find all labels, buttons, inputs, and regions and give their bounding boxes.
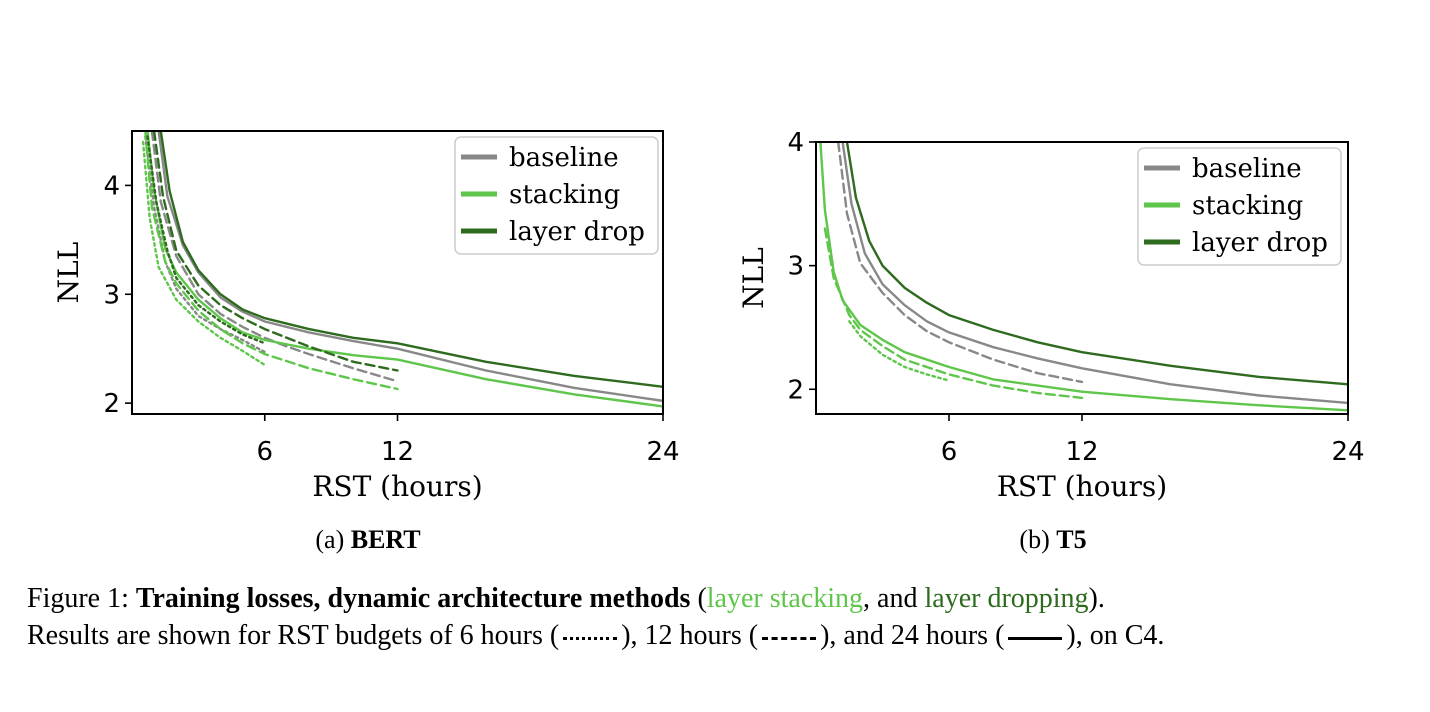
y-axis-label: NLL — [52, 242, 85, 304]
y-tick-label: 4 — [787, 128, 804, 158]
legend-label-layer-drop: layer drop — [509, 217, 645, 247]
series-line-baseline-24h — [157, 131, 663, 403]
caption-layer-stacking: layer stacking — [706, 583, 864, 614]
subcaption: (a) BERT — [315, 525, 420, 554]
x-tick-label: 6 — [941, 437, 958, 467]
x-axis-label: RST (hours) — [997, 470, 1167, 503]
subcaption: (b) T5 — [1019, 525, 1086, 554]
legend-box — [454, 136, 659, 255]
series-line-baseline-12h — [837, 142, 1084, 384]
caption-paren-open: ( — [697, 583, 707, 614]
series-line-stacking-6h — [848, 320, 951, 382]
dotted-line-sample-icon — [559, 632, 621, 644]
x-tick-label: 24 — [646, 437, 679, 467]
caption-line2-a: Results are shown for RST budgets of 6 h… — [27, 620, 560, 651]
caption-prefix: Figure 1: — [27, 583, 129, 614]
series-group — [819, 142, 1348, 412]
series-line-stacking-12h — [144, 131, 399, 391]
y-axis-label: NLL — [737, 247, 770, 309]
caption-line2-b: ), 12 hours ( — [621, 620, 759, 651]
caption-bold: Training losses, dynamic architecture me… — [135, 583, 691, 614]
legend-label-stacking: stacking — [1192, 191, 1303, 221]
legend-label-layer-drop: layer drop — [1192, 228, 1328, 258]
x-tick-label: 12 — [381, 437, 414, 467]
panel-t5: 6 12 24 2 3 4 RST (hours) NLL baseline stacking la… — [737, 128, 1365, 554]
series-line-layer-drop-24h — [845, 142, 1348, 386]
caption-paren-close: ). — [1088, 583, 1105, 614]
caption-line-1: Figure 1: Training losses, dynamic archi… — [27, 580, 1417, 617]
legend-label-baseline: baseline — [509, 143, 619, 173]
y-tick-label: 3 — [787, 252, 804, 282]
caption-line-2: Results are shown for RST budgets of 6 h… — [27, 617, 1417, 654]
subcaption-title: T5 — [1056, 525, 1086, 554]
subcaption-prefix: (a) — [315, 525, 350, 554]
x-tick-label: 12 — [1065, 437, 1098, 467]
y-tick-label: 4 — [103, 171, 120, 201]
series-line-layer-drop-12h — [152, 131, 399, 372]
series-line-layer-drop-24h — [159, 131, 663, 388]
subcaption-prefix: (b) — [1019, 525, 1056, 554]
x-axis-label: RST (hours) — [312, 470, 482, 503]
legend: baseline stacking layer drop — [1137, 147, 1342, 266]
dashed-line-sample-icon — [758, 632, 820, 644]
solid-line-sample-icon — [1004, 632, 1066, 644]
panel-bert: 6 12 24 2 3 4 RST (hours) NLL baseline stacking la… — [52, 130, 680, 554]
y-tick-label: 3 — [103, 280, 120, 310]
series-line-baseline-6h — [144, 135, 266, 354]
x-tick-label: 24 — [1331, 437, 1364, 467]
figure-caption: Figure 1: Training losses, dynamic archi… — [27, 580, 1417, 654]
subcaption-title: BERT — [351, 525, 421, 554]
series-group — [141, 131, 663, 408]
legend: baseline stacking layer drop — [454, 136, 659, 255]
series-line-stacking-24h — [146, 131, 663, 408]
x-tick-label: 6 — [256, 437, 273, 467]
caption-line2-c: ), and 24 hours ( — [820, 620, 1005, 651]
caption-line2-d: ), on C4. — [1066, 620, 1165, 651]
series-line-baseline-12h — [150, 131, 399, 383]
series-line-stacking-12h — [823, 227, 1084, 400]
series-line-layer-drop-6h — [146, 135, 266, 345]
series-line-baseline-24h — [841, 142, 1348, 405]
legend-box — [1137, 147, 1342, 266]
y-tick-label: 2 — [787, 375, 804, 405]
legend-label-stacking: stacking — [509, 180, 620, 210]
caption-middle: , and — [863, 583, 918, 614]
legend-label-baseline: baseline — [1192, 154, 1302, 184]
y-tick-label: 2 — [103, 389, 120, 419]
series-line-stacking-6h — [141, 140, 266, 367]
caption-layer-dropping: layer dropping — [924, 583, 1089, 614]
